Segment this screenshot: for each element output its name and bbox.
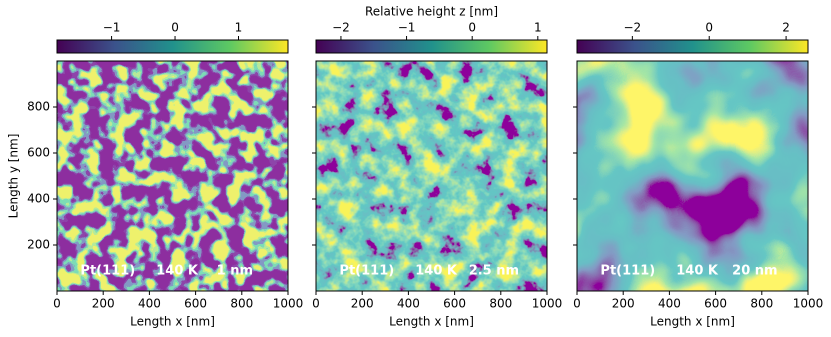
- x-axis-label: Length x [nm]: [650, 315, 735, 329]
- annotation: 20 nm: [732, 264, 777, 279]
- colorbar-tick-label: 0: [171, 21, 179, 35]
- colorbar-tick-label: −2: [623, 21, 641, 35]
- colorbar-tick-label: 0: [705, 21, 713, 35]
- heatmap-image: [316, 61, 547, 291]
- x-tick-label: 200: [92, 297, 115, 311]
- annotation: 140 K: [156, 264, 199, 279]
- x-tick-label: 800: [230, 297, 253, 311]
- x-tick-label: 800: [489, 297, 512, 311]
- colorbar-label: Relative height z [nm]: [365, 5, 498, 19]
- x-tick-label: 0: [53, 297, 61, 311]
- x-tick-label: 200: [351, 297, 374, 311]
- colorbar: [315, 39, 548, 54]
- x-tick-label: 600: [184, 297, 207, 311]
- colorbar-tick-label: 0: [468, 21, 476, 35]
- x-tick-label: 200: [612, 297, 635, 311]
- heatmap-image: [57, 61, 288, 291]
- y-tick-label: 200: [27, 238, 50, 252]
- y-axis-label: Length y [nm]: [7, 134, 21, 219]
- colorbar: [576, 39, 809, 54]
- colorbar-tick-label: 1: [534, 21, 542, 35]
- x-tick-label: 800: [750, 297, 773, 311]
- x-tick-label: 400: [138, 297, 161, 311]
- x-tick-label: 1000: [532, 297, 563, 311]
- axes-frame: [576, 60, 809, 292]
- x-axis-label: Length x [nm]: [130, 315, 215, 329]
- colorbar-tick-label: −1: [398, 21, 416, 35]
- annotation: Pt(111): [80, 264, 135, 279]
- axes-frame: [315, 60, 548, 292]
- y-tick-label: 800: [27, 100, 50, 114]
- heatmap-image: [577, 61, 808, 291]
- x-tick-label: 1000: [793, 297, 824, 311]
- annotation: 140 K: [676, 264, 719, 279]
- x-tick-label: 600: [704, 297, 727, 311]
- colorbar: [56, 39, 289, 54]
- colorbar-tick-label: 1: [235, 21, 243, 35]
- annotation: Pt(111): [339, 264, 394, 279]
- x-axis-label: Length x [nm]: [389, 315, 474, 329]
- colorbar-tick-label: 2: [782, 21, 790, 35]
- x-tick-label: 400: [658, 297, 681, 311]
- x-tick-label: 0: [312, 297, 320, 311]
- axes-frame: [56, 60, 289, 292]
- annotation: 1 nm: [217, 264, 253, 279]
- x-tick-label: 600: [443, 297, 466, 311]
- annotation: 2.5 nm: [469, 264, 519, 279]
- x-tick-label: 1000: [273, 297, 304, 311]
- x-tick-label: 400: [397, 297, 420, 311]
- colorbar-tick-label: −2: [332, 21, 350, 35]
- annotation: Pt(111): [600, 264, 655, 279]
- y-tick-label: 400: [27, 192, 50, 206]
- annotation: 140 K: [415, 264, 458, 279]
- y-tick-label: 600: [27, 146, 50, 160]
- x-tick-label: 0: [573, 297, 581, 311]
- colorbar-tick-label: −1: [103, 21, 121, 35]
